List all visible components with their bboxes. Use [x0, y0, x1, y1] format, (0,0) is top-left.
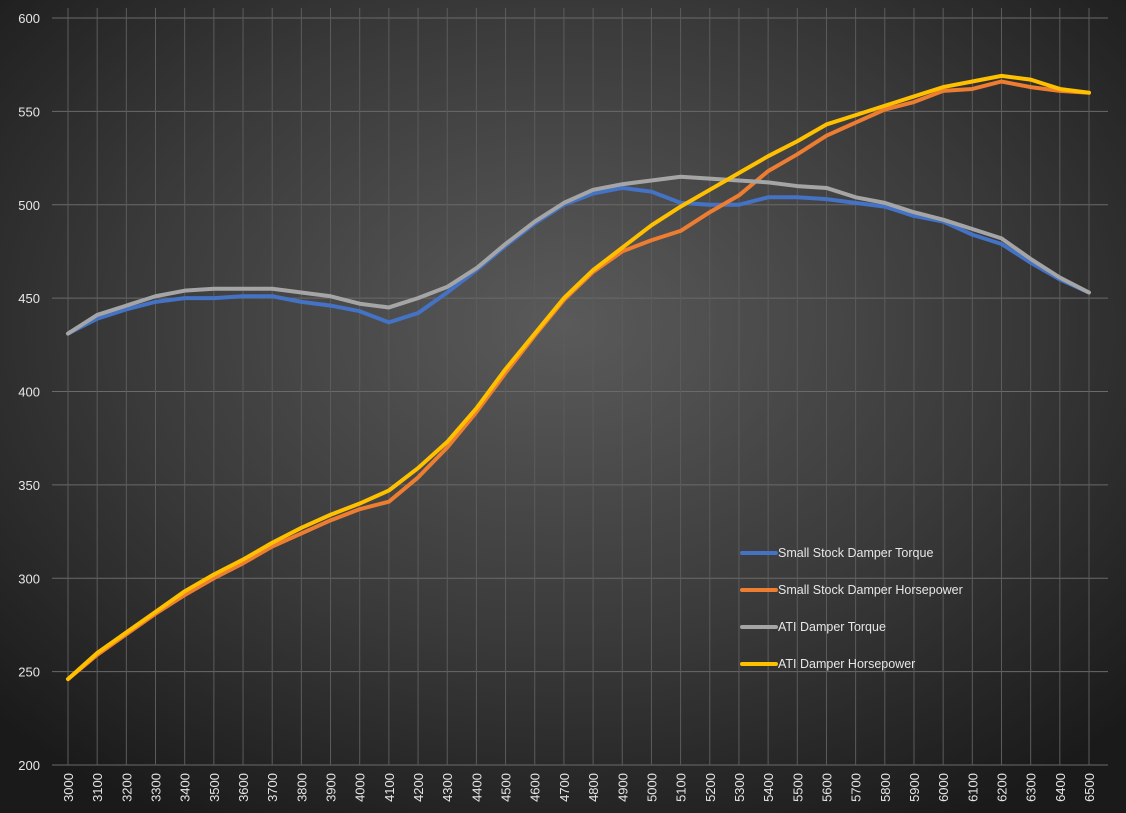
x-tick-label: 3300 — [149, 773, 164, 802]
series-line — [66, 185, 1091, 336]
x-tick-label: 4100 — [382, 773, 397, 802]
x-tick-label: 4300 — [440, 773, 455, 802]
y-tick-label: 400 — [18, 385, 40, 400]
x-tick-label: 4000 — [353, 773, 368, 802]
x-tick-label: 5500 — [790, 773, 805, 802]
x-tick-label: 4200 — [411, 773, 426, 802]
x-tick-label: 5600 — [819, 773, 834, 802]
x-tick-label: 3200 — [119, 773, 134, 802]
series-ati-damper-horsepower — [66, 73, 1091, 682]
legend: Small Stock Damper Torque Small Stock Dam… — [740, 546, 963, 671]
x-tick-label: 5700 — [849, 773, 864, 802]
x-tick-label: 5400 — [761, 773, 776, 802]
series-line — [66, 174, 1091, 336]
x-tick-label: 3100 — [90, 773, 105, 802]
y-tick-label: 250 — [18, 665, 40, 680]
y-tick-label: 600 — [18, 11, 40, 26]
x-tick-label: 4700 — [557, 773, 572, 802]
x-tick-label: 3800 — [294, 773, 309, 802]
y-tick-label: 450 — [18, 291, 40, 306]
x-tick-label: 6200 — [994, 773, 1009, 802]
x-tick-label: 6300 — [1024, 773, 1039, 802]
x-tick-label: 6500 — [1082, 773, 1097, 802]
x-tick-label: 3400 — [178, 773, 193, 802]
x-tick-label: 4800 — [586, 773, 601, 802]
x-tick-label: 4900 — [615, 773, 630, 802]
x-tick-label: 6100 — [965, 773, 980, 802]
series-lines — [66, 73, 1091, 682]
x-tick-label: 4600 — [528, 773, 543, 802]
x-tick-label: 3900 — [324, 773, 339, 802]
x-tick-label: 5100 — [674, 773, 689, 802]
legend-item: ATI Damper Torque — [740, 620, 886, 634]
series-ati-damper-torque — [66, 174, 1091, 336]
series-small-stock-damper-torque — [66, 185, 1091, 336]
x-tick-label: 5800 — [878, 773, 893, 802]
x-tick-label: 3500 — [207, 773, 222, 802]
x-tick-label: 4500 — [499, 773, 514, 802]
x-tick-label: 3700 — [265, 773, 280, 802]
legend-label: ATI Damper Horsepower — [778, 657, 915, 671]
x-tick-label: 6400 — [1053, 773, 1068, 802]
x-tick-label: 3600 — [236, 773, 251, 802]
y-tick-label: 350 — [18, 478, 40, 493]
legend-label: Small Stock Damper Torque — [778, 546, 933, 560]
y-tick-label: 500 — [18, 198, 40, 213]
legend-item: Small Stock Damper Horsepower — [740, 583, 963, 597]
legend-item: Small Stock Damper Torque — [740, 546, 933, 560]
x-tick-label: 3000 — [61, 773, 76, 802]
legend-label: Small Stock Damper Horsepower — [778, 583, 963, 597]
series-line — [66, 73, 1091, 682]
x-tick-label: 4400 — [469, 773, 484, 802]
x-tick-label: 5000 — [644, 773, 659, 802]
y-tick-label: 200 — [18, 758, 40, 773]
legend-label: ATI Damper Torque — [778, 620, 886, 634]
x-tick-label: 6000 — [936, 773, 951, 802]
y-tick-label: 550 — [18, 104, 40, 119]
x-tick-label: 5300 — [732, 773, 747, 802]
y-tick-label: 300 — [18, 571, 40, 586]
legend-item: ATI Damper Horsepower — [740, 657, 915, 671]
axis-labels: 200 250 300 350 400 450 500 550 600 3000 3100 3200 3… — [18, 11, 1097, 802]
x-tick-label: 5200 — [703, 773, 718, 802]
x-tick-label: 5900 — [907, 773, 922, 802]
